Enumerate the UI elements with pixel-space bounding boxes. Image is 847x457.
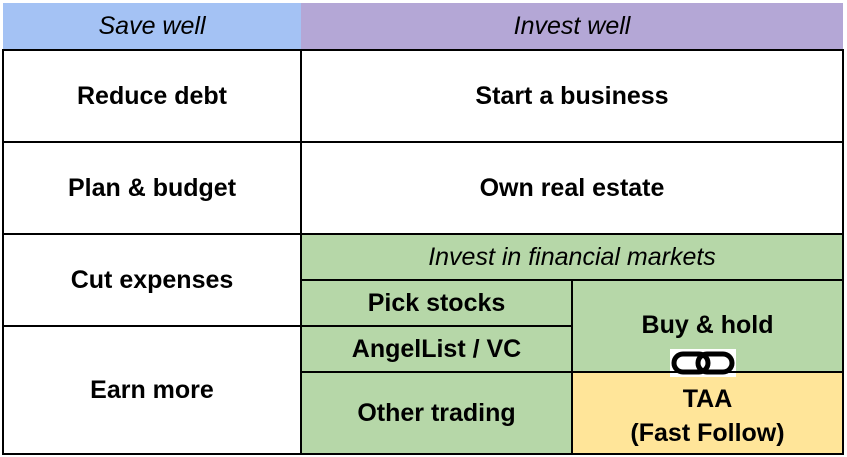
grid-line <box>301 325 572 327</box>
save-item-cut-expenses: Cut expenses <box>70 265 234 294</box>
grid-line <box>2 233 844 235</box>
save-well-header: Save well <box>3 3 301 49</box>
grid-line <box>300 49 302 455</box>
invest-item-start-business: Start a business <box>475 81 669 110</box>
grid-line <box>2 49 4 455</box>
grid-line <box>2 49 844 51</box>
markets-angellist-vc: AngelList / VC <box>301 326 572 372</box>
markets-taa: TAA (Fast Follow) <box>572 372 843 454</box>
taa-subtitle: (Fast Follow) <box>630 419 785 447</box>
markets-pick-stocks: Pick stocks <box>301 280 572 326</box>
buy-hold-label: Buy & hold <box>641 311 774 339</box>
save-item-plan-budget: Plan & budget <box>67 173 237 202</box>
grid-line <box>571 279 573 455</box>
markets-other-trading: Other trading <box>301 372 572 454</box>
grid-line <box>2 141 844 143</box>
grid-line <box>842 49 844 455</box>
grid-line <box>2 325 301 327</box>
invest-item-own-real-estate: Own real estate <box>479 173 665 202</box>
markets-header: Invest in financial markets <box>301 234 843 280</box>
grid-line <box>2 453 844 455</box>
save-item-earn-more: Earn more <box>90 375 214 404</box>
taa-label: TAA <box>682 385 733 413</box>
invest-well-header: Invest well <box>301 3 843 49</box>
save-item-reduce-debt: Reduce debt <box>76 81 228 110</box>
